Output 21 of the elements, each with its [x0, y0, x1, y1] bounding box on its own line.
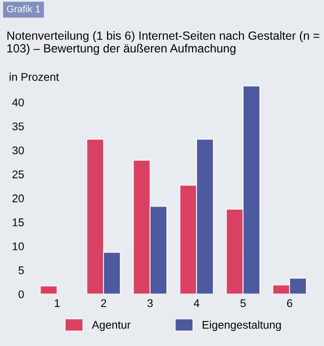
x-tick-label: 6: [287, 299, 292, 308]
text: Grafik 1: [6, 5, 40, 12]
y-tick-label: 40: [12, 98, 24, 106]
y-tick-label: 5: [18, 266, 24, 274]
legend-label: Agentur: [92, 321, 131, 331]
y-tick-label: 25: [12, 170, 24, 178]
y-tick-label: 0: [18, 290, 24, 298]
y-tick-label: 10: [12, 242, 24, 250]
chart-title: Notenverteilung (1 bis 6) Internet-Seiten nach Gestalter (n = 103) – Bewertung der äußeren Aufmachung: [7, 31, 320, 55]
y-axis-title: in Prozent: [10, 72, 59, 81]
x-tick-label: 2: [101, 299, 106, 308]
y-tick-label: 30: [12, 146, 24, 154]
x-tick-label: 5: [240, 299, 246, 308]
y-tick-label: 15: [12, 218, 24, 226]
y-tick-label: 35: [12, 122, 24, 130]
x-tick-label: 3: [147, 299, 153, 308]
x-tick-label: 4: [194, 299, 200, 308]
legend-label: Eigengestaltung: [202, 320, 281, 331]
bar: [40, 286, 58, 294]
y-tick-label: 20: [12, 194, 24, 202]
x-tick-label: 1: [54, 299, 60, 308]
